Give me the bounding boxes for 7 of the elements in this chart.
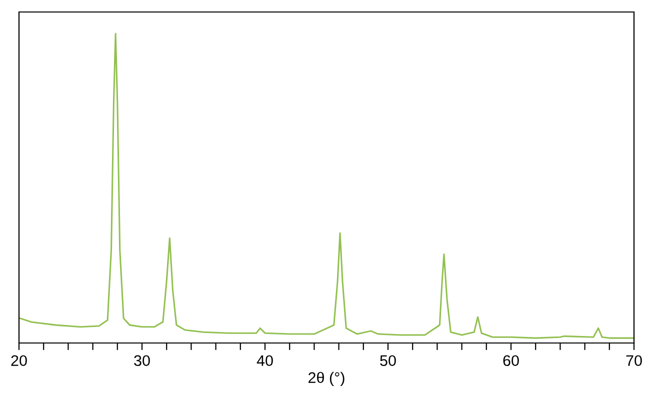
x-tick-label: 30 [134,355,150,366]
x-tick-label: 20 [11,355,27,366]
x-tick-label: 70 [626,355,642,366]
x-tick-label: 40 [256,355,273,366]
x-tick-label: 60 [503,355,519,366]
x-tick-label: 50 [380,355,396,366]
x-axis-title: 2θ (°) [308,372,344,386]
